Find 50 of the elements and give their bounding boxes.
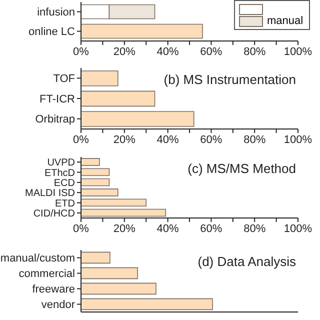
bar bbox=[81, 252, 110, 264]
y-tick-label: TOF bbox=[53, 73, 76, 86]
bar bbox=[81, 158, 100, 166]
x-tick-label: 40% bbox=[156, 134, 180, 146]
y-tick-label: MALDI ISD bbox=[24, 188, 75, 200]
y-tick-label: commercial bbox=[18, 268, 75, 280]
x-tick-label: 80% bbox=[244, 46, 266, 58]
bar bbox=[81, 282, 156, 295]
x-tick-label: 40% bbox=[156, 222, 180, 235]
x-tick-label: 80% bbox=[244, 222, 266, 235]
legend-label: manual bbox=[267, 15, 304, 27]
bar bbox=[81, 168, 110, 176]
y-tick-label: UVPD bbox=[47, 158, 75, 169]
x-tick-label: 100% bbox=[284, 134, 312, 146]
x-tick-label: 60% bbox=[200, 222, 222, 235]
bar bbox=[81, 198, 146, 206]
chart-title: (c) MS/MS Method bbox=[188, 161, 296, 176]
chart-title: (b) MS Instrumentation bbox=[164, 72, 296, 87]
x-tick-label: 0% bbox=[73, 134, 90, 146]
x-tick-label: 60% bbox=[200, 46, 222, 58]
x-tick-label: 100% bbox=[284, 222, 312, 235]
x-tick-label: 0% bbox=[73, 222, 90, 235]
y-tick-label: EThcD bbox=[44, 168, 75, 179]
y-tick-label: manual/custom bbox=[0, 252, 75, 265]
x-tick-label: 20% bbox=[113, 222, 136, 235]
y-tick-label: online LC bbox=[28, 26, 76, 38]
x-tick-label: 20% bbox=[113, 134, 136, 146]
x-tick-label: 40% bbox=[156, 46, 180, 58]
y-tick-label: infusion bbox=[37, 6, 75, 19]
x-tick-label: 100% bbox=[284, 46, 312, 58]
x-tick-label: 0% bbox=[73, 46, 90, 58]
bar bbox=[81, 178, 110, 186]
y-tick-label: ETD bbox=[55, 198, 75, 210]
y-tick-label: ECD bbox=[54, 178, 75, 189]
bar bbox=[81, 298, 213, 310]
bar bbox=[81, 90, 156, 107]
bar bbox=[81, 70, 118, 86]
text: (d) Data Analysis bbox=[198, 254, 296, 269]
bar bbox=[81, 267, 138, 280]
y-tick-label: CID/HCD bbox=[33, 208, 75, 220]
y-tick-label: Orbitrap bbox=[35, 114, 75, 126]
y-tick-label: FT-ICR bbox=[40, 93, 76, 106]
x-tick-label: 20% bbox=[113, 46, 136, 58]
bar bbox=[81, 111, 194, 127]
y-tick-label: freeware bbox=[32, 284, 75, 296]
bar bbox=[81, 188, 118, 196]
x-tick-label: 60% bbox=[200, 134, 222, 146]
bar bbox=[81, 208, 166, 217]
x-tick-label: 80% bbox=[244, 134, 266, 146]
y-tick-label: vendor bbox=[41, 299, 76, 312]
